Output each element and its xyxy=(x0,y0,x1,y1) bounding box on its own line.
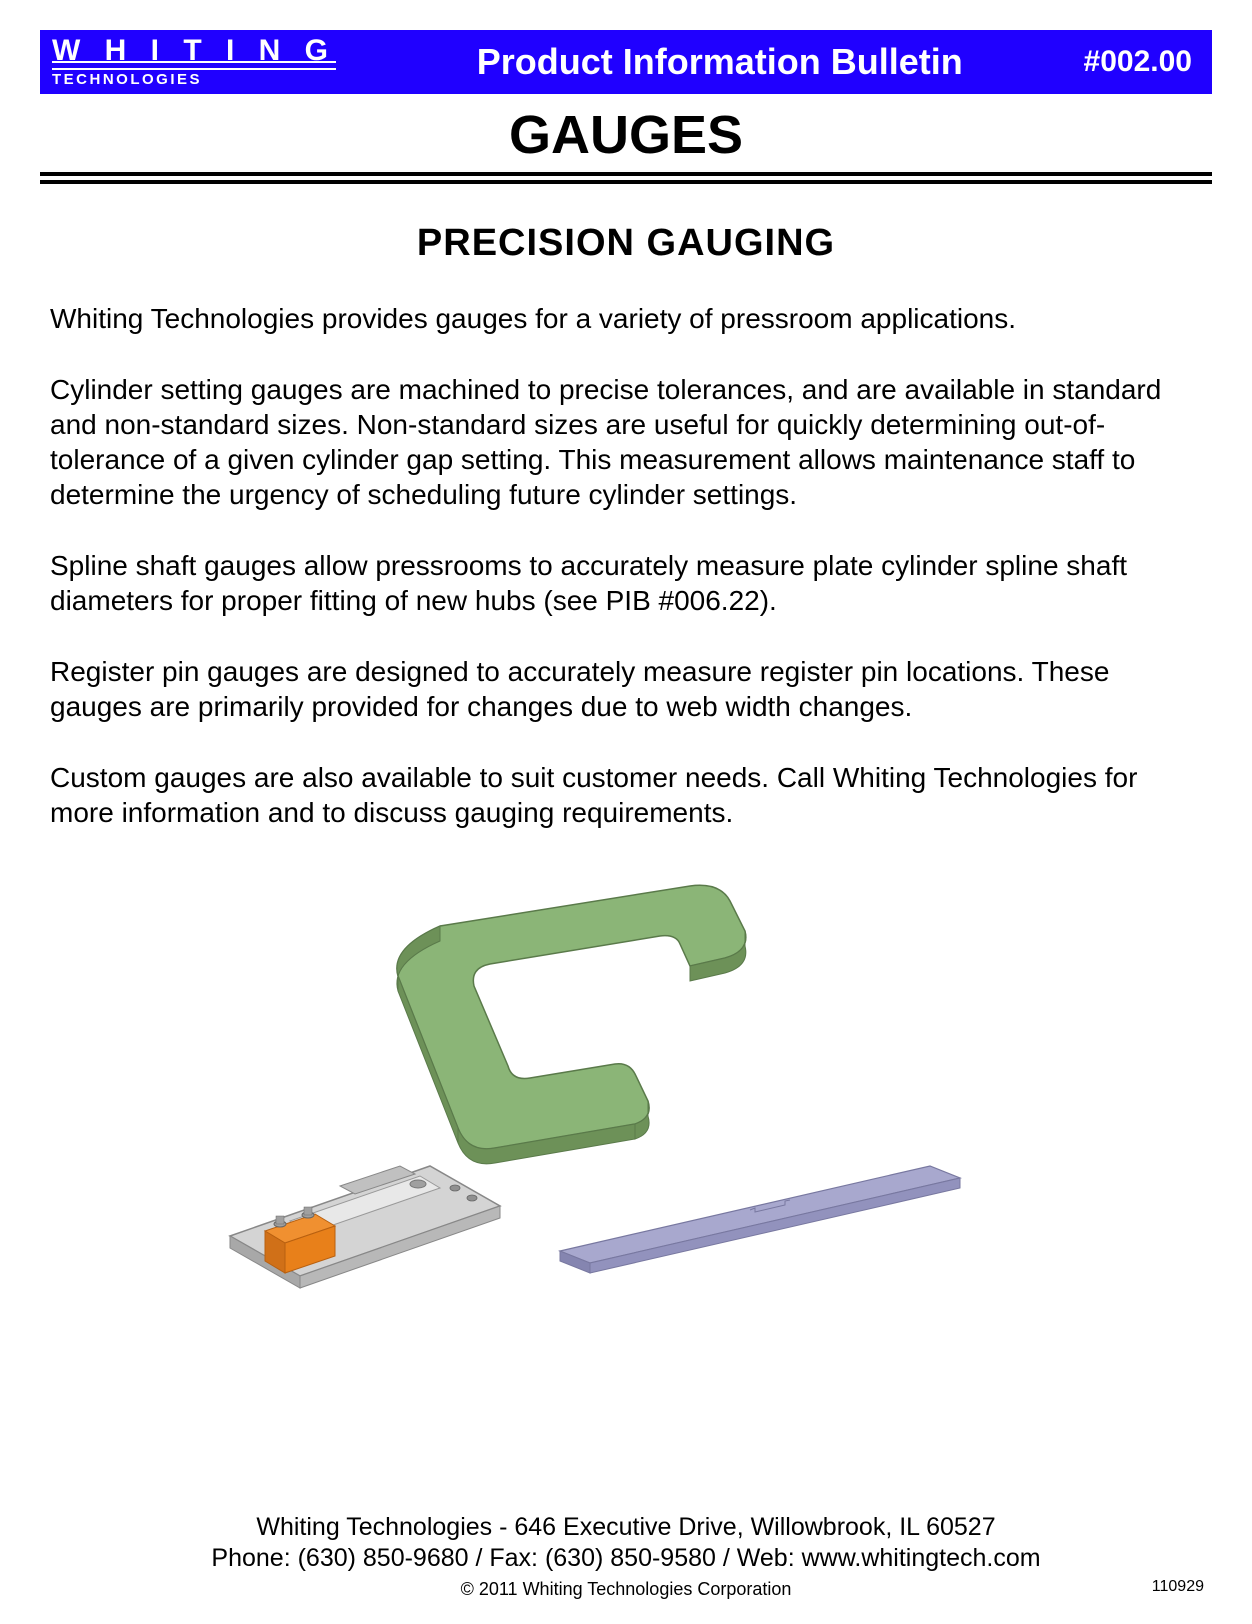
register-gauge-icon xyxy=(230,1166,500,1288)
title-divider-1 xyxy=(40,172,1212,176)
footer-address: Whiting Technologies - 646 Executive Dri… xyxy=(0,1513,1252,1542)
gauge-illustrations xyxy=(40,866,1212,1306)
gauge-diagram xyxy=(40,866,1212,1306)
bulletin-code: #002.00 xyxy=(1084,45,1192,79)
c-gauge-icon xyxy=(397,885,746,1164)
paragraph-5: Custom gauges are also available to suit… xyxy=(50,760,1202,830)
document-number: 110929 xyxy=(1152,1578,1204,1596)
company-logo: W H I T I N G TECHNOLOGIES xyxy=(52,36,336,88)
main-title: GAUGES xyxy=(40,104,1212,166)
body-text: Whiting Technologies provides gauges for… xyxy=(50,301,1202,830)
paragraph-1: Whiting Technologies provides gauges for… xyxy=(50,301,1202,336)
bulletin-title: Product Information Bulletin xyxy=(356,41,1084,83)
bar-gauge-icon xyxy=(560,1166,960,1273)
paragraph-3: Spline shaft gauges allow pressrooms to … xyxy=(50,548,1202,618)
paragraph-4: Register pin gauges are designed to accu… xyxy=(50,654,1202,724)
logo-top-text: W H I T I N G xyxy=(52,36,336,66)
paragraph-2: Cylinder setting gauges are machined to … xyxy=(50,372,1202,512)
title-divider-2 xyxy=(40,180,1212,184)
subtitle: PRECISION GAUGING xyxy=(40,222,1212,265)
footer: Whiting Technologies - 646 Executive Dri… xyxy=(0,1513,1252,1600)
logo-bottom-text: TECHNOLOGIES xyxy=(52,68,336,88)
footer-copyright: © 2011 Whiting Technologies Corporation xyxy=(0,1579,1252,1600)
header-bar: W H I T I N G TECHNOLOGIES Product Infor… xyxy=(40,30,1212,94)
footer-contact: Phone: (630) 850-9680 / Fax: (630) 850-9… xyxy=(0,1544,1252,1573)
